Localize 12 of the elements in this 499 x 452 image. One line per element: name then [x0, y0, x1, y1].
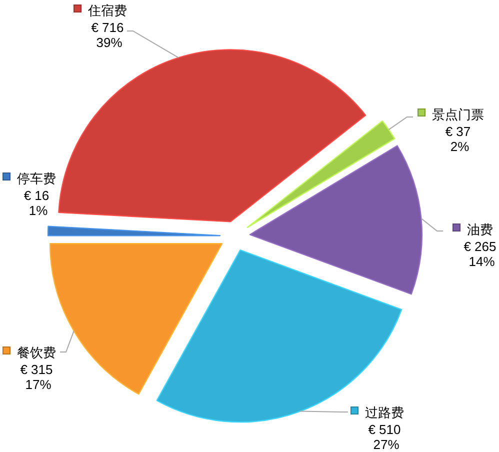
legend-label: 停车费	[17, 171, 56, 186]
data-label: € 510 27%	[368, 422, 401, 452]
legend-label: 住宿费	[87, 3, 127, 18]
legend-label: 景点门票	[432, 107, 484, 122]
data-label: € 716 39%	[91, 20, 124, 50]
data-label: € 37 2%	[445, 124, 471, 154]
data-label: € 265 14%	[464, 239, 496, 269]
legend-label: 油费	[467, 222, 493, 237]
legend-label: 餐饮费	[17, 345, 56, 360]
data-label: € 315 17%	[20, 362, 53, 392]
legend-label: 过路费	[365, 405, 404, 420]
data-label: € 16 1%	[24, 188, 50, 218]
